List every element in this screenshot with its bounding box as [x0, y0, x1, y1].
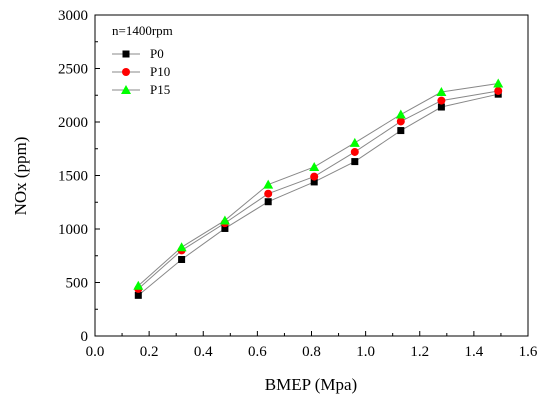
y-tick-label: 3000: [58, 8, 88, 24]
y-tick-label: 1500: [58, 169, 88, 185]
legend-marker-P15: [121, 85, 131, 94]
data-point-P0: [397, 127, 405, 135]
series-line-P15: [137, 82, 499, 287]
x-tick-label: 0.2: [140, 344, 159, 360]
series-line-P10: [137, 90, 499, 290]
data-point-P0: [134, 291, 142, 299]
series-line-P0: [137, 93, 499, 296]
legend-marker-P10: [122, 68, 130, 76]
data-point-P15: [436, 87, 447, 97]
data-point-P10: [396, 117, 405, 126]
data-point-P15: [395, 109, 406, 119]
data-point-P10: [350, 147, 359, 156]
y-axis-title: NOx (ppm): [11, 137, 30, 216]
x-tick-label: 1.0: [356, 344, 375, 360]
y-tick-label: 0: [81, 329, 89, 345]
x-tick-label: 0.8: [302, 344, 321, 360]
series-layer: [133, 78, 504, 299]
data-point-P0: [264, 198, 272, 206]
x-tick-label: 0.4: [194, 344, 213, 360]
legend-label-P10: P10: [150, 64, 170, 79]
legend-label-P0: P0: [150, 46, 164, 61]
y-tick-label: 2000: [58, 115, 88, 131]
data-point-P15: [493, 78, 504, 88]
legend: P0 P10 P15: [112, 46, 170, 97]
data-point-P10: [437, 96, 446, 105]
data-point-P0: [310, 178, 318, 186]
x-axis-title: BMEP (Mpa): [265, 375, 357, 394]
annotation-label: n=1400rpm: [112, 23, 173, 38]
data-point-P0: [178, 255, 186, 263]
data-point-P15: [349, 137, 360, 147]
x-tick-label: 1.2: [410, 344, 429, 360]
data-point-P15: [133, 280, 144, 290]
y-tick-label: 1000: [58, 222, 88, 238]
legend-label-P15: P15: [150, 82, 170, 97]
x-tick-label: 0.6: [248, 344, 267, 360]
data-point-P15: [263, 179, 274, 189]
data-point-P0: [351, 158, 359, 166]
data-point-P10: [310, 172, 319, 181]
axis-ticks: 0.0 0.2 0.4 0.6 0.8 1.0 1.2 1.4 1.6 0 500 1000 1500 2…: [58, 8, 538, 360]
data-point-P15: [176, 242, 187, 252]
x-tick-label: 1.6: [519, 344, 538, 360]
x-tick-label: 1.4: [465, 344, 484, 360]
data-point-P0: [437, 103, 445, 111]
x-tick-label: 0.0: [86, 344, 105, 360]
y-tick-label: 500: [66, 276, 89, 292]
data-point-P0: [221, 224, 229, 232]
data-point-P10: [494, 86, 503, 95]
y-tick-label: 2500: [58, 62, 88, 78]
data-point-P15: [219, 215, 230, 225]
legend-marker-P0: [122, 50, 130, 58]
data-point-P10: [264, 189, 273, 198]
data-point-P15: [309, 161, 320, 171]
